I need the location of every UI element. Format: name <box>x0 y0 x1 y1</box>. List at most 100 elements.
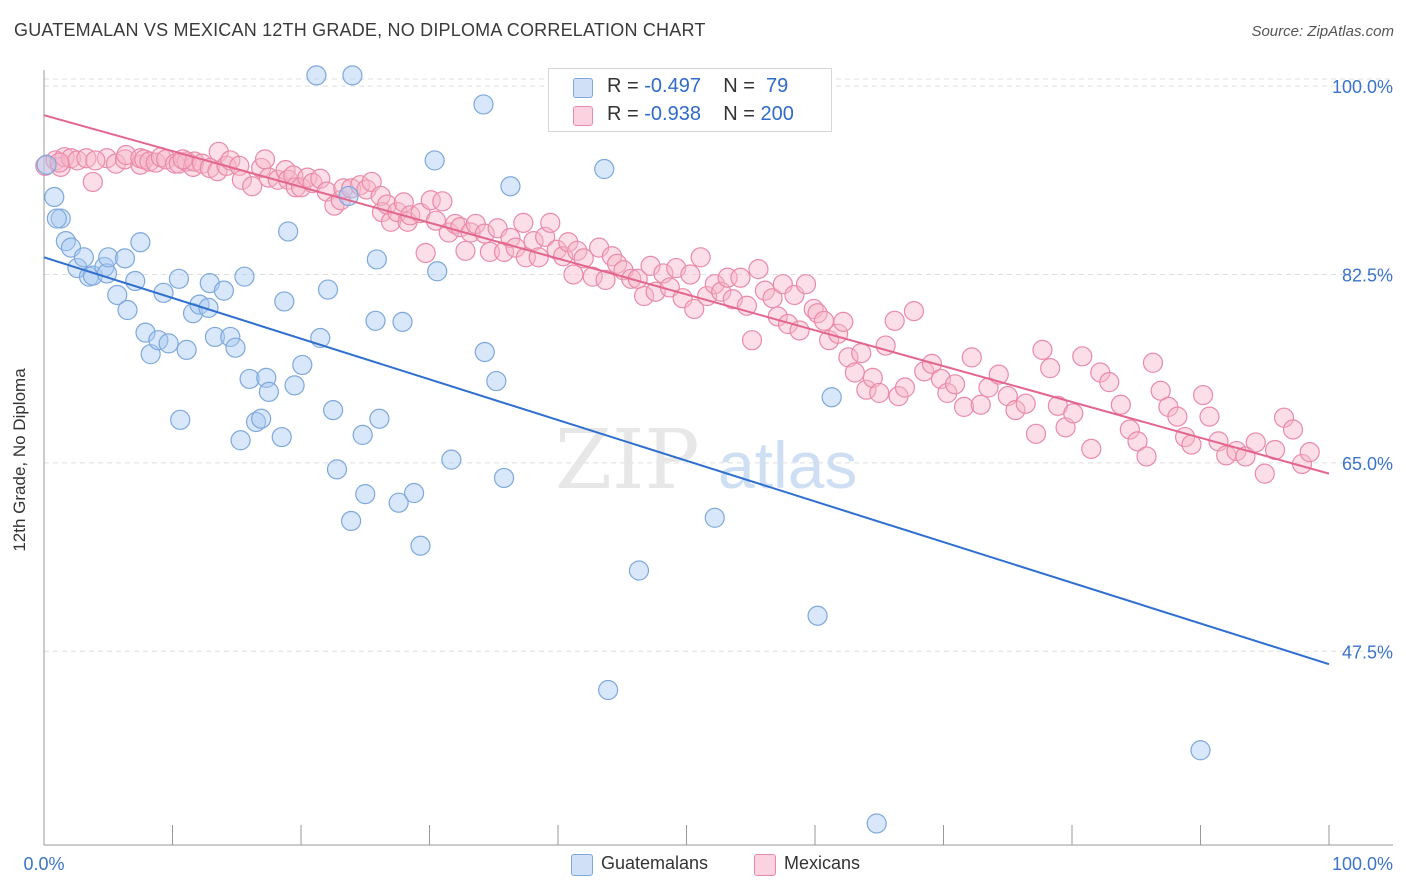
guatemalans-point <box>107 284 128 306</box>
mexicans-point <box>1192 384 1214 406</box>
guatemalans-point <box>36 154 57 175</box>
guatemalans-point <box>1190 740 1211 761</box>
correlation-legend: R = -0.497 N = 79 R = -0.938 N = 200 <box>548 68 832 132</box>
trend-lines <box>43 114 1330 666</box>
y-tick-label: 82.5% <box>1342 266 1393 286</box>
series-legend: Guatemalans Mexicans <box>0 851 1406 879</box>
legend-stats-mexicans: R = -0.938 N = 200 <box>607 103 794 125</box>
mexicans-point <box>838 347 859 368</box>
mexicans-point <box>1167 406 1188 427</box>
mexicans-point <box>49 152 70 173</box>
guatemalans-point <box>130 232 151 253</box>
mexicans-point <box>563 264 584 285</box>
guatemalans-point <box>474 341 495 363</box>
mexicans-point <box>741 330 763 351</box>
y-tick-label: 65.0% <box>1342 454 1393 474</box>
mexicans-point <box>937 382 958 404</box>
guatemalans-point <box>117 299 138 321</box>
guatemalans-point <box>366 249 387 270</box>
guatemalans-point <box>410 535 431 556</box>
mexicans-point <box>953 396 975 418</box>
guatemalans-point <box>198 297 219 318</box>
guatemalans-point <box>493 467 515 489</box>
guatemalans-point <box>500 176 521 197</box>
guatemalans-point <box>594 158 615 180</box>
mexicans-point <box>914 361 935 382</box>
guatemalans-point <box>292 354 313 376</box>
mexicans-point <box>1150 380 1171 401</box>
legend-row-mexicans: R = -0.938 N = 200 <box>549 100 831 128</box>
mexicans-point <box>1282 419 1304 440</box>
legend-swatch-guatemalans-bottom <box>571 854 593 876</box>
mexicans-point <box>1032 339 1053 360</box>
mexicans-point <box>1299 442 1320 463</box>
guatemalans-point <box>274 291 295 312</box>
mexicans-point <box>254 149 276 170</box>
mexicans-point <box>789 320 810 341</box>
guatemalans-point <box>73 247 94 268</box>
guatemalans-point <box>176 339 197 360</box>
mexicans-point <box>762 288 783 309</box>
mexicans-point <box>500 227 521 249</box>
guatemalans-point <box>355 483 376 505</box>
mexicans-point <box>884 310 905 331</box>
watermark: ZIP atlas <box>555 413 857 508</box>
mexicans-point <box>393 192 414 213</box>
mexicans-point <box>833 311 854 332</box>
legend-row-guatemalans: R = -0.497 N = 79 <box>549 72 831 100</box>
mexicans-point <box>85 150 106 171</box>
watermark-zip: ZIP <box>555 413 700 508</box>
mexicans-point <box>1025 423 1047 444</box>
guatemalans-point <box>427 261 448 282</box>
guatemalans-point <box>213 280 234 301</box>
guatemalans-point <box>473 94 494 115</box>
mexicans-point <box>513 212 534 233</box>
guatemalans-point <box>317 279 339 300</box>
mexicans-point <box>523 231 544 252</box>
mexicans-point <box>1081 438 1102 459</box>
mexicans-point <box>633 285 655 307</box>
guatemalans-point <box>278 221 299 242</box>
guatemalans-point <box>158 333 179 354</box>
mexicans-point <box>1254 463 1275 484</box>
mexicans-point <box>961 347 982 368</box>
axes <box>43 70 1393 846</box>
guatemalans-point <box>284 375 305 396</box>
guatemalans-point <box>230 430 251 451</box>
mexicans-point <box>1127 431 1148 452</box>
y-tick-label: 100.0% <box>1332 77 1393 97</box>
tick-labels: 47.5% 65.0% 82.5% 100.0% 0.0% 100.0% <box>23 77 1393 874</box>
guatemalans-point <box>306 65 327 86</box>
mexicans-point <box>1099 372 1120 393</box>
mexicans-point <box>903 301 925 322</box>
guatemalans-point <box>234 266 255 287</box>
mexicans-point <box>777 313 799 335</box>
guatemalans-point <box>44 186 65 208</box>
mexicans-point <box>944 374 966 395</box>
guatemalans-point <box>388 492 409 513</box>
mexicans-point <box>856 379 877 400</box>
guatemalans-point <box>821 387 842 408</box>
mexicans-point <box>1015 393 1036 414</box>
mexicans-point <box>455 240 476 261</box>
mexicans-point <box>1136 446 1157 467</box>
guatemalans-point <box>486 370 507 392</box>
mexicans-point <box>862 367 883 388</box>
mexicans-point <box>1063 403 1084 424</box>
mexicans-point <box>1142 352 1164 373</box>
mexicans-trend-line <box>43 114 1330 475</box>
mexicans-point <box>684 298 705 320</box>
guatemalans-point <box>628 560 650 581</box>
mexicans-point <box>1245 432 1266 453</box>
guatemalans-point <box>598 679 619 701</box>
guatemalans-point <box>170 409 191 430</box>
mexicans-point <box>1199 406 1220 427</box>
guatemalans-point <box>866 813 887 834</box>
guatemalans-point <box>204 326 226 348</box>
mexicans-point <box>415 242 436 264</box>
mexicans-point <box>1005 400 1026 421</box>
guatemalans-point <box>135 322 156 343</box>
y-tick-label: 47.5% <box>1342 642 1393 662</box>
guatemalans-point <box>98 247 119 268</box>
mexicans-point <box>894 377 916 398</box>
